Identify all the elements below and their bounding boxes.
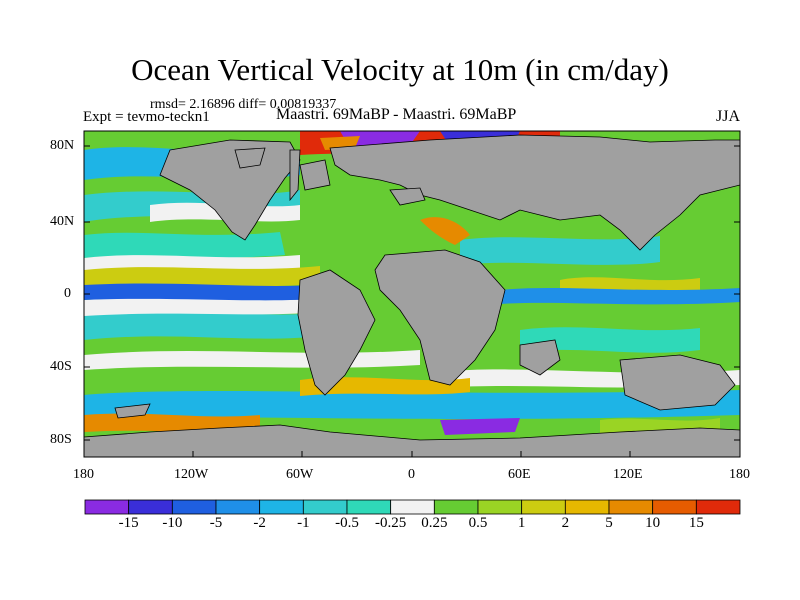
colorbar-swatch bbox=[652, 499, 697, 515]
colorbar-swatch bbox=[215, 499, 261, 515]
lon-tick-label: 120W bbox=[174, 467, 209, 482]
colorbar-label: -5 bbox=[209, 515, 223, 531]
colorbar-label: 0.5 bbox=[468, 515, 488, 531]
colorbar-label: -0.25 bbox=[375, 515, 407, 531]
colorbar-swatch bbox=[259, 499, 304, 515]
lon-tick-label: 60W bbox=[286, 467, 314, 482]
lat-tick-label: 0 bbox=[64, 286, 71, 301]
experiment-label: Expt = tevmo-teckn1 bbox=[83, 109, 210, 125]
colorbar-swatch bbox=[84, 499, 130, 515]
colorbar-swatch bbox=[564, 499, 610, 515]
colorbar-swatch bbox=[171, 499, 217, 515]
plot-title: Ocean Vertical Velocity at 10m (in cm/da… bbox=[131, 52, 669, 87]
lon-tick-label: 60E bbox=[508, 467, 531, 482]
colorbar-swatch bbox=[695, 499, 741, 515]
colorbar-label: -10 bbox=[162, 515, 183, 531]
lon-tick-label: 180 bbox=[729, 467, 750, 482]
lat-tick-label: 80N bbox=[50, 138, 75, 153]
colorbar-label: -2 bbox=[253, 515, 266, 531]
rmsd-diff-stats: rmsd= 2.16896 diff= 0.00819337 bbox=[150, 97, 337, 112]
comparison-label: Maastri. 69MaBP - Maastri. 69MaBP bbox=[276, 106, 517, 123]
axis-ticks bbox=[83, 145, 741, 457]
colorbar-swatch bbox=[302, 499, 348, 515]
lon-tick-label: 120E bbox=[613, 467, 643, 482]
lat-tick-label: 40S bbox=[50, 359, 72, 374]
colorbar-label: -1 bbox=[297, 515, 310, 531]
colorbar-label: 15 bbox=[688, 515, 704, 531]
lon-tick-label: 180 bbox=[73, 467, 94, 482]
land-masses bbox=[84, 134, 740, 457]
colorbar-label: 1 bbox=[517, 515, 526, 531]
colorbar-swatch bbox=[390, 499, 435, 515]
colorbar bbox=[84, 499, 741, 515]
colorbar-swatch bbox=[521, 499, 566, 515]
colorbar-label: -0.5 bbox=[335, 515, 359, 531]
colorbar-swatch bbox=[433, 499, 479, 515]
lat-tick-label: 40N bbox=[50, 214, 75, 229]
colorbar-label: 2 bbox=[561, 515, 570, 531]
colorbar-swatch bbox=[608, 499, 654, 515]
colorbar-label: 10 bbox=[645, 515, 661, 531]
lon-tick-label: 0 bbox=[408, 467, 415, 482]
ocean-field bbox=[84, 131, 740, 457]
season-label: JJA bbox=[716, 108, 741, 125]
colorbar-label: 5 bbox=[605, 515, 613, 531]
colorbar-swatch bbox=[128, 499, 173, 515]
colorbar-label: 0.25 bbox=[421, 515, 448, 531]
lat-tick-label: 80S bbox=[50, 432, 72, 447]
colorbar-swatch bbox=[346, 499, 392, 515]
colorbar-swatch bbox=[477, 499, 523, 515]
colorbar-label: -15 bbox=[118, 515, 139, 531]
